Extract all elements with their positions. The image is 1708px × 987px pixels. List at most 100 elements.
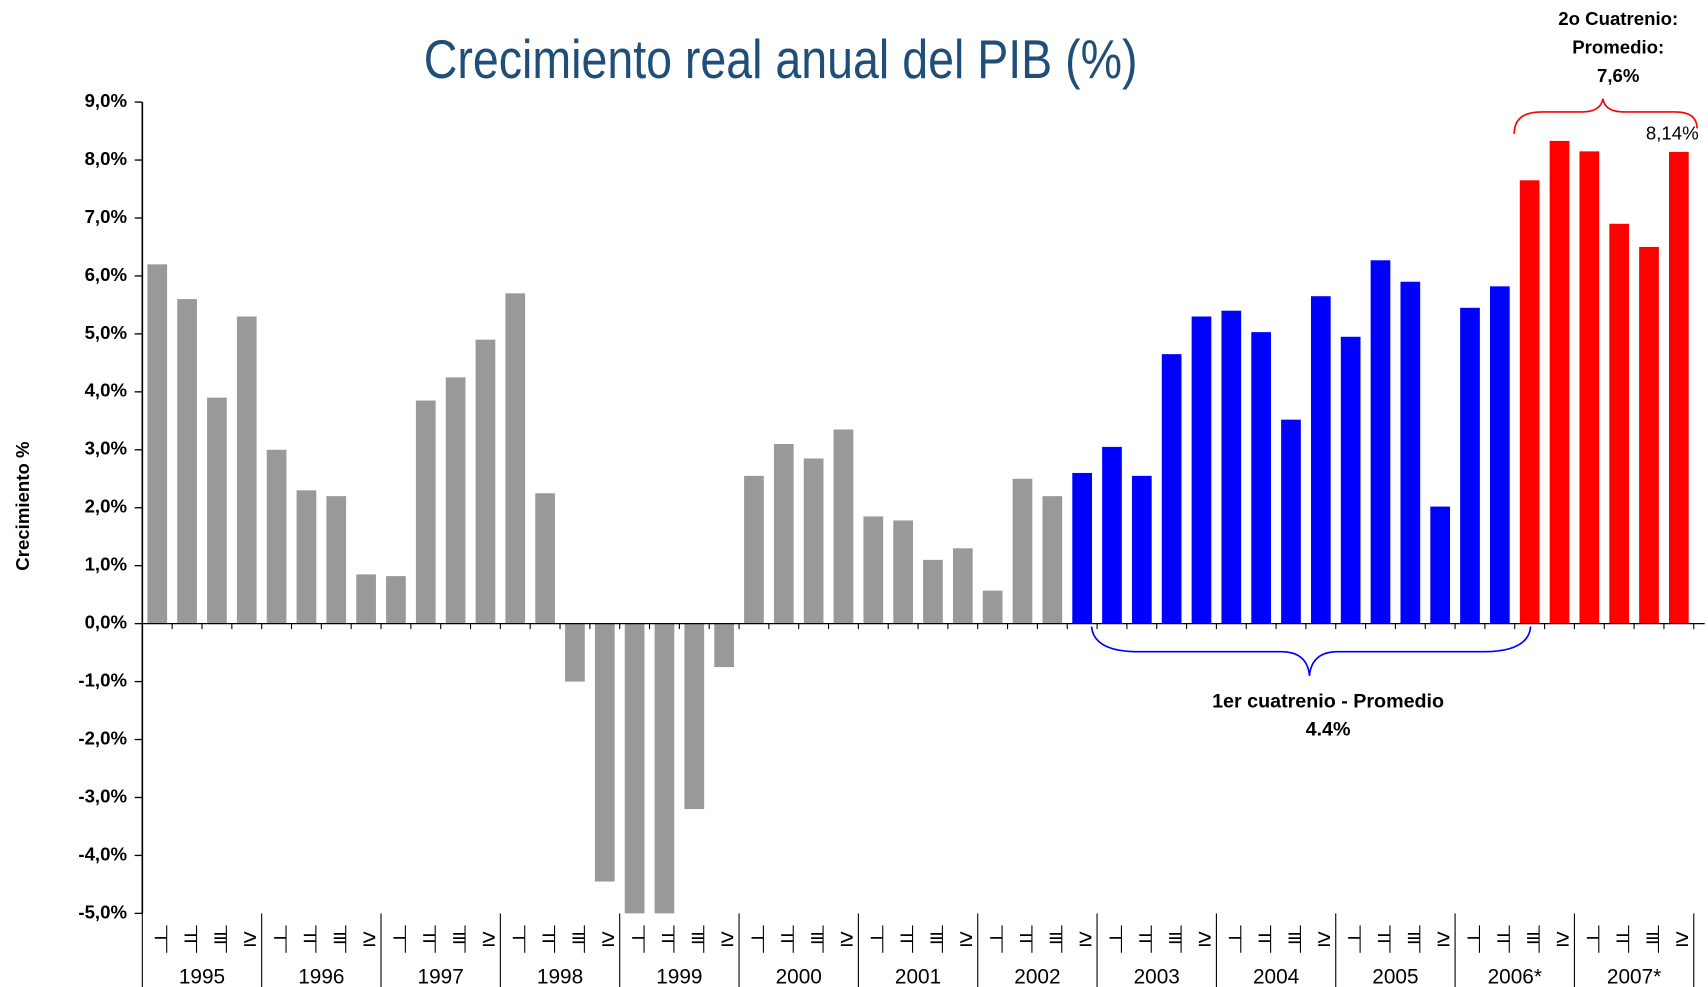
bar bbox=[535, 493, 555, 624]
x-tick-label: ≡ bbox=[1645, 925, 1659, 952]
annotation: 1er cuatrenio - Promedio bbox=[1212, 690, 1444, 712]
y-tick-label: -1,0% bbox=[78, 670, 127, 691]
x-tick-label: − bbox=[750, 925, 764, 952]
year-label: 2000 bbox=[776, 965, 822, 987]
bar bbox=[236, 316, 257, 624]
bar bbox=[1012, 478, 1033, 624]
y-tick-label: 1,0% bbox=[85, 554, 128, 575]
y-tick-label: -2,0% bbox=[78, 727, 127, 748]
x-tick-label: ≥ bbox=[1437, 925, 1450, 952]
bar bbox=[147, 264, 168, 624]
x-tick-label: ≥ bbox=[243, 925, 256, 952]
y-tick-label: -5,0% bbox=[78, 901, 127, 922]
bar bbox=[1340, 336, 1361, 624]
y-tick-label: 6,0% bbox=[85, 264, 128, 285]
value-label: 8,14% bbox=[1646, 122, 1699, 143]
bar bbox=[1519, 180, 1540, 624]
x-tick-label: ≡ bbox=[1049, 925, 1063, 952]
bar bbox=[356, 574, 376, 624]
first-term-brace bbox=[1090, 626, 1532, 676]
bar bbox=[1400, 281, 1421, 624]
bar bbox=[1042, 496, 1063, 624]
y-tick-label: -4,0% bbox=[78, 843, 127, 864]
bar bbox=[1281, 419, 1301, 624]
x-tick-label: = bbox=[183, 925, 197, 952]
y-tick-label: 0,0% bbox=[85, 612, 128, 633]
annotation: 2o Cuatrenio: bbox=[1558, 8, 1678, 29]
bar bbox=[923, 559, 943, 624]
x-tick-label: − bbox=[870, 925, 884, 952]
bar bbox=[1161, 354, 1182, 624]
annotation: 7,6% bbox=[1597, 65, 1640, 86]
year-label: 1996 bbox=[298, 965, 344, 987]
bar bbox=[177, 299, 197, 624]
bar bbox=[1639, 246, 1659, 624]
x-tick-label: − bbox=[512, 925, 526, 952]
bar bbox=[744, 475, 764, 624]
y-tick-label: -3,0% bbox=[78, 785, 127, 806]
bars bbox=[147, 140, 1689, 914]
bar bbox=[565, 623, 585, 682]
x-tick-label: − bbox=[154, 925, 168, 952]
x-tick-label: − bbox=[1466, 925, 1480, 952]
bar bbox=[714, 623, 734, 668]
year-label: 2004 bbox=[1253, 965, 1299, 987]
x-tick-label: − bbox=[392, 925, 406, 952]
bar bbox=[1609, 223, 1630, 624]
x-tick-label: = bbox=[422, 925, 436, 952]
year-label: 2006* bbox=[1488, 965, 1542, 987]
x-tick-label: = bbox=[303, 925, 317, 952]
x-tick-label: − bbox=[631, 925, 645, 952]
x-tick-label: = bbox=[541, 925, 555, 952]
bar bbox=[952, 548, 973, 624]
x-tick-label: ≡ bbox=[452, 925, 466, 952]
bar bbox=[982, 590, 1003, 624]
bar bbox=[505, 293, 526, 624]
chart-title: Crecimiento real anual del PIB (%) bbox=[424, 29, 1138, 90]
x-tick-label: = bbox=[1615, 925, 1629, 952]
bar bbox=[1072, 472, 1092, 624]
x-tick-label: ≡ bbox=[691, 925, 705, 952]
x-tick-label: ≥ bbox=[959, 925, 972, 952]
x-tick-label: ≥ bbox=[482, 925, 495, 952]
bar bbox=[1221, 310, 1242, 624]
x-tick-label: ≥ bbox=[363, 925, 376, 952]
x-tick-label: − bbox=[989, 925, 1003, 952]
bar bbox=[266, 449, 287, 624]
year-label: 1997 bbox=[418, 965, 464, 987]
bar bbox=[594, 623, 615, 882]
year-label: 2001 bbox=[895, 965, 941, 987]
x-tick-label: ≡ bbox=[213, 925, 227, 952]
y-axis-label: Crecimiento % bbox=[12, 441, 33, 571]
x-tick-label: ≥ bbox=[1198, 925, 1211, 952]
x-tick-label: ≥ bbox=[1079, 925, 1092, 952]
x-tick-label: − bbox=[1347, 925, 1361, 952]
year-label: 2007* bbox=[1607, 965, 1661, 987]
second-term-brace bbox=[1513, 98, 1698, 134]
x-tick-label: = bbox=[780, 925, 794, 952]
bar bbox=[1460, 307, 1480, 624]
bar bbox=[773, 443, 794, 624]
x-tick-label: − bbox=[273, 925, 287, 952]
x-tick-label: ≡ bbox=[1407, 925, 1421, 952]
bar bbox=[1370, 260, 1391, 624]
bar bbox=[1579, 151, 1600, 624]
y-tick-label: 3,0% bbox=[85, 438, 128, 459]
y-tick-label: 8,0% bbox=[85, 148, 128, 169]
y-tick-label: 2,0% bbox=[85, 496, 128, 517]
bar bbox=[1668, 151, 1689, 624]
x-tick-label: − bbox=[1108, 925, 1122, 952]
bar bbox=[1131, 475, 1152, 624]
bar bbox=[1489, 286, 1510, 624]
bar bbox=[415, 400, 436, 624]
bar bbox=[1549, 140, 1570, 624]
x-tick-label: = bbox=[899, 925, 913, 952]
annotation: Promedio: bbox=[1572, 36, 1664, 57]
y-tick-label: 7,0% bbox=[85, 206, 128, 227]
x-tick-label: ≥ bbox=[601, 925, 614, 952]
x-tick-label: = bbox=[661, 925, 675, 952]
bar bbox=[833, 429, 854, 624]
x-tick-label: = bbox=[1496, 925, 1510, 952]
bar bbox=[326, 496, 347, 624]
x-tick-label: ≡ bbox=[1287, 925, 1301, 952]
